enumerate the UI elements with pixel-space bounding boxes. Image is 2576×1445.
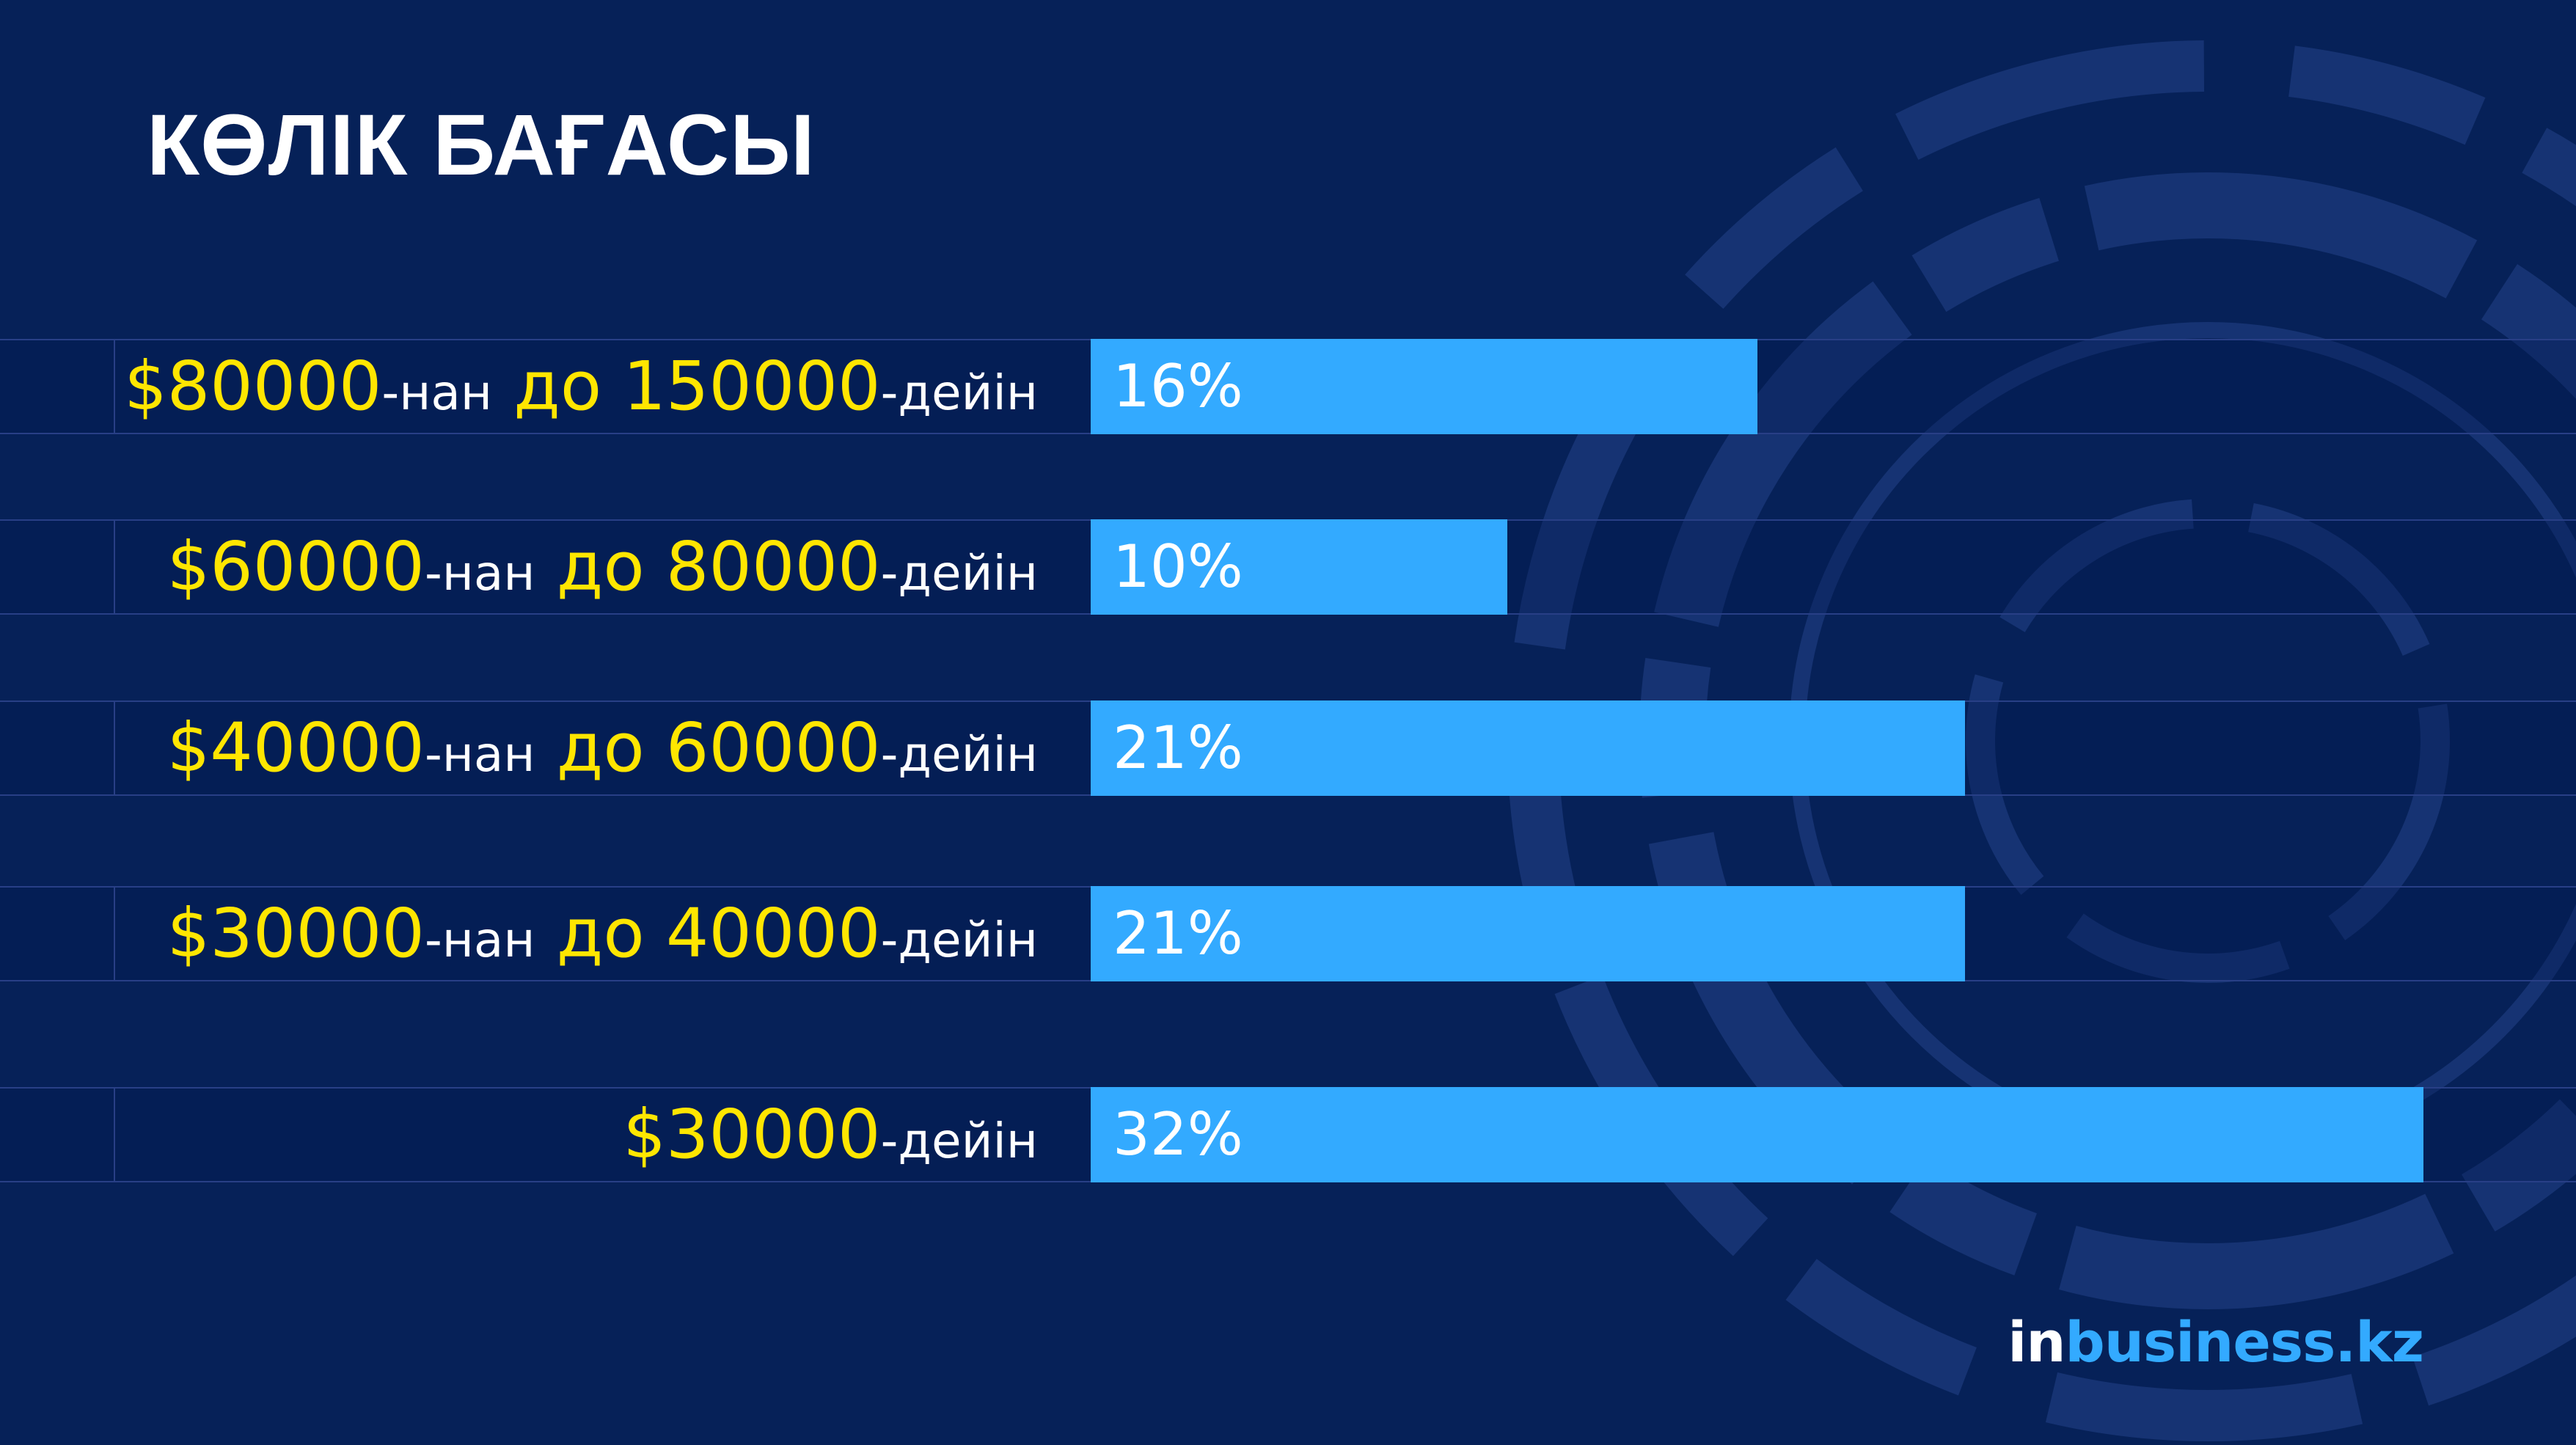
label-from: $80000 [124, 347, 382, 425]
bar [1091, 886, 1965, 981]
label-to-prefix: до [535, 709, 666, 787]
row-divider [114, 1089, 115, 1181]
label-from: $30000 [623, 1095, 881, 1174]
label-from-suffix: -нан [424, 545, 535, 601]
bar-value-label: 21% [1113, 899, 1243, 967]
label-from-suffix: -дейін [880, 1113, 1038, 1169]
label-from: $40000 [167, 709, 425, 787]
label-from: $30000 [167, 894, 425, 973]
label-to-suffix: -дейін [880, 726, 1038, 783]
bar [1091, 519, 1507, 615]
page-title: КӨЛІК БАҒАСЫ [147, 97, 816, 194]
category-label: $30000-нан до 40000-дейін [0, 886, 1038, 981]
label-to: 40000 [665, 894, 881, 973]
row-divider [114, 702, 115, 794]
label-from: $60000 [167, 527, 425, 606]
bar [1091, 339, 1757, 434]
label-to-suffix: -дейін [880, 365, 1038, 421]
label-to-prefix: до [535, 894, 666, 973]
category-label: $40000-нан до 60000-дейін [0, 700, 1038, 796]
category-label: $80000-нан до 150000-дейін [0, 339, 1038, 434]
category-label: $60000-нан до 80000-дейін [0, 519, 1038, 615]
label-to: 60000 [665, 709, 881, 787]
bar [1091, 700, 1965, 796]
label-from-suffix: -нан [381, 365, 492, 421]
bar-value-label: 16% [1113, 352, 1243, 420]
label-from-suffix: -нан [424, 912, 535, 968]
row-divider [114, 340, 115, 433]
bar-value-label: 21% [1113, 714, 1243, 782]
row-divider [114, 888, 115, 980]
bar-value-label: 10% [1113, 533, 1243, 601]
inbusiness-logo: inbusiness.kz [2008, 1309, 2424, 1375]
label-to-prefix: до [535, 527, 666, 606]
label-to: 150000 [623, 347, 881, 425]
label-to-suffix: -дейін [880, 545, 1038, 601]
row-divider [114, 521, 115, 613]
logo-business: business.kz [2065, 1309, 2424, 1375]
label-to-suffix: -дейін [880, 912, 1038, 968]
category-label: $30000-дейін [0, 1087, 1038, 1182]
label-to-prefix: до [491, 347, 623, 425]
bar [1091, 1087, 2423, 1182]
bar-value-label: 32% [1113, 1100, 1243, 1168]
label-to: 80000 [665, 527, 881, 606]
label-from-suffix: -нан [424, 726, 535, 783]
logo-in: in [2008, 1309, 2065, 1375]
